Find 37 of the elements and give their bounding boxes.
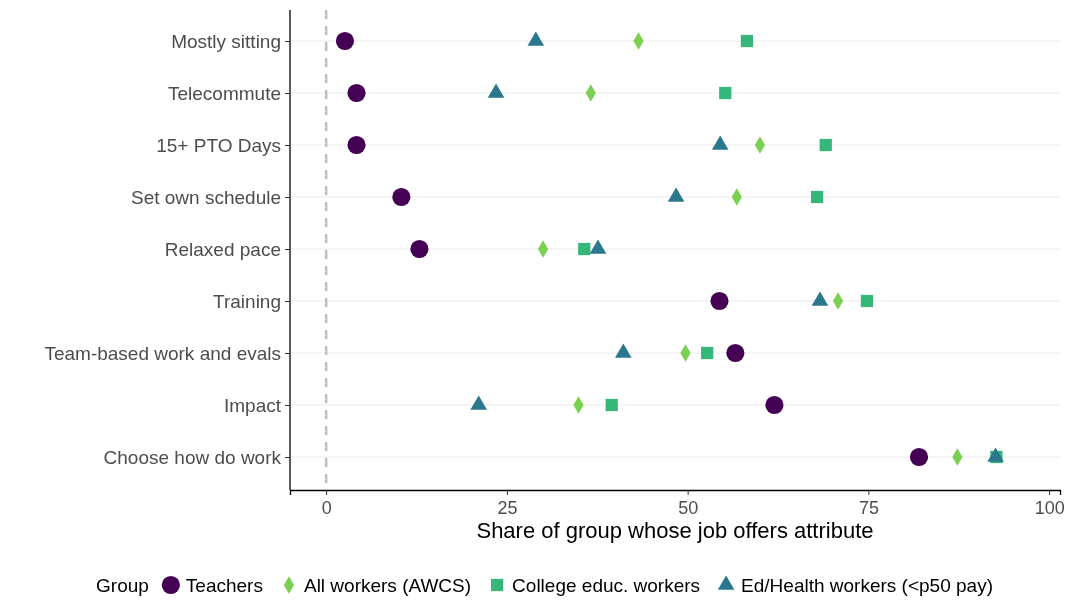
- y-tick-label: Impact: [223, 394, 282, 416]
- point: [710, 291, 729, 311]
- y-tick-label: Telecommute: [168, 82, 281, 104]
- x-tick-label: 25: [497, 498, 518, 519]
- point: [578, 242, 591, 256]
- point: [605, 398, 618, 412]
- y-tick-label: Relaxed pace: [164, 238, 281, 260]
- legend-label: All workers (AWCS): [303, 574, 472, 596]
- point: [765, 395, 784, 415]
- point: [347, 83, 366, 103]
- point: [726, 343, 745, 363]
- y-tick-label: 15+ PTO Days: [156, 134, 281, 156]
- legend-label: Ed/Health workers (<p50 pay): [741, 574, 993, 596]
- point: [335, 31, 355, 51]
- legend-label: Teachers: [185, 574, 263, 596]
- point: [719, 86, 732, 100]
- y-tick-label: Choose how do work: [103, 446, 282, 468]
- point: [347, 135, 366, 155]
- x-tick-label: 75: [858, 498, 879, 519]
- point: [392, 187, 411, 207]
- legend-title: Group: [96, 574, 149, 596]
- y-tick-label: Set own schedule: [131, 186, 281, 208]
- point: [810, 190, 824, 204]
- point: [909, 447, 929, 467]
- point: [410, 239, 429, 259]
- x-axis-title: Share of group whose job offers attribute: [476, 518, 874, 543]
- y-tick-label: Training: [213, 290, 281, 312]
- x-tick-label: 100: [1034, 498, 1065, 519]
- x-tick-label: 50: [678, 498, 699, 519]
- y-tick-label: Team-based work and evals: [44, 342, 281, 364]
- x-tick-label: 0: [321, 498, 332, 519]
- legend-label: College educ. workers: [512, 574, 701, 596]
- point: [740, 34, 754, 48]
- point: [701, 346, 714, 360]
- point: [860, 294, 874, 308]
- point: [819, 138, 832, 152]
- y-tick-label: Mostly sitting: [171, 30, 281, 52]
